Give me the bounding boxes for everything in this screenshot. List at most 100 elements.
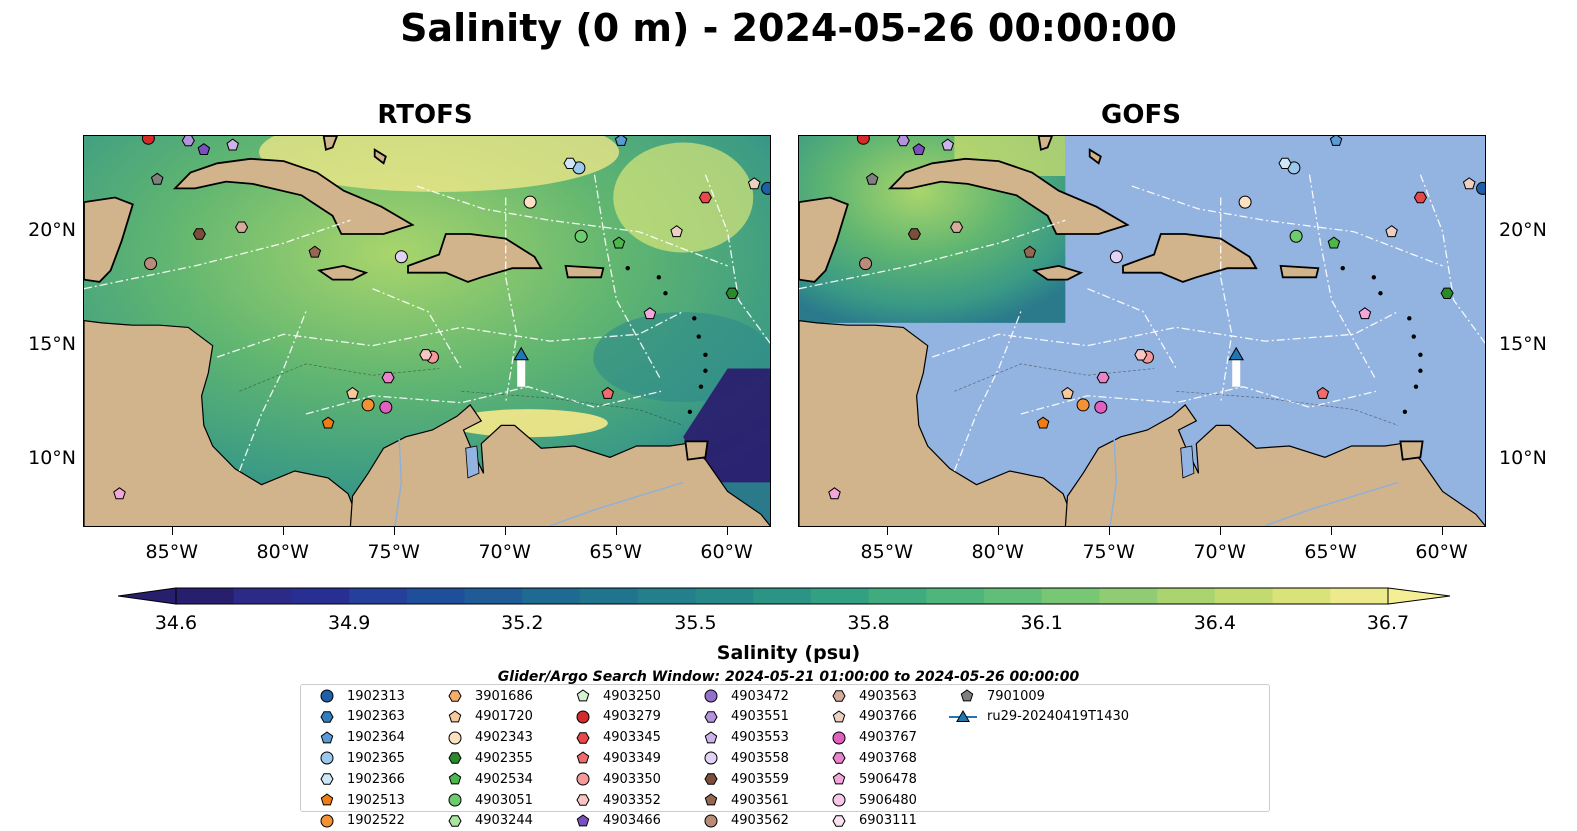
legend-marker-pentagon: [576, 751, 590, 764]
island: [698, 384, 704, 389]
legend-marker-pentagon: [832, 772, 846, 785]
legend-marker: [832, 772, 846, 785]
eez-boundary: [505, 197, 518, 403]
legend-label: 4903051: [475, 792, 533, 808]
colorbar-segment: [522, 588, 581, 604]
legend-item: 4902343: [437, 728, 533, 748]
legend-marker: [832, 793, 846, 807]
lake-maracaibo: [1180, 445, 1195, 479]
lon-tick-label: 75°W: [1082, 541, 1135, 563]
colorbar-segment: [1157, 588, 1216, 604]
colorbar-tick-label: 36.1: [1020, 612, 1063, 634]
rtofs-map[interactable]: [83, 135, 771, 527]
figure-title: Salinity (0 m) - 2024-05-26 00:00:00: [400, 6, 1177, 50]
argo-float-4903349: [601, 386, 615, 399]
colorbar-tick-label: 35.5: [674, 612, 717, 634]
land-trinidad: [1399, 440, 1424, 461]
colorbar-segment: [868, 588, 927, 604]
legend-marker: [960, 689, 974, 702]
land-jamaica: [1032, 264, 1084, 281]
argo-float-4903766: [747, 177, 761, 190]
argo-float-4903551: [896, 136, 910, 147]
tick-mark: [1330, 527, 1333, 535]
argo-float-4903559: [907, 228, 921, 240]
island: [696, 334, 701, 339]
eez-boundary: [593, 174, 662, 381]
land-yucatan: [799, 196, 849, 283]
rtofs-map-canvas: [84, 136, 770, 526]
lon-tick-label: 85°W: [145, 541, 198, 563]
legend-marker-hexagon: [576, 731, 590, 744]
argo-float-4903561: [1023, 245, 1037, 258]
legend-marker: [576, 794, 590, 806]
legend-marker-circle: [576, 710, 590, 724]
legend-label: 4903766: [859, 709, 917, 725]
land-jamaica: [317, 264, 369, 281]
eez-boundary: [416, 185, 728, 267]
legend-item: 4903766: [821, 707, 917, 727]
legend-item: 1902365: [309, 748, 405, 768]
legend-label: 1902513: [347, 792, 405, 808]
legend-marker: [576, 751, 590, 764]
island: [1371, 275, 1377, 280]
argo-float-1902522: [361, 398, 375, 412]
argo-float-4901720: [1061, 386, 1074, 399]
gofs-map[interactable]: [798, 135, 1486, 527]
legend-marker: [320, 730, 334, 743]
river: [394, 439, 403, 526]
legend: 1902313 1902363 1902364 1902365 1902366 19025…: [300, 684, 1270, 828]
legend-label: 4903279: [603, 709, 661, 725]
legend-label: 4903466: [603, 813, 661, 829]
legend-label: 4903345: [603, 730, 661, 746]
legend-item: 4903345: [565, 728, 661, 748]
lon-tick-label: 65°W: [1304, 541, 1357, 563]
legend-label: 7901009: [987, 688, 1045, 704]
land-central-am: [84, 319, 362, 526]
legend-item: 4903563: [821, 686, 917, 706]
legend-marker-hexagon: [704, 773, 718, 785]
lake-maracaibo: [465, 445, 480, 479]
island: [1418, 368, 1423, 373]
argo-float-4903766: [1462, 177, 1476, 190]
legend-item: 4903349: [565, 748, 661, 768]
legend-marker: [576, 710, 590, 724]
lon-tick-label: 65°W: [589, 541, 642, 563]
legend-marker-pentagon: [448, 772, 462, 785]
argo-float-7901009: [865, 172, 879, 185]
argo-float-4902343: [1238, 195, 1252, 209]
colorbar-frame: [175, 587, 1389, 605]
legend-item: 4903558: [693, 748, 789, 768]
legend-item: 4903472: [693, 686, 789, 706]
legend-item: 1902522: [309, 811, 405, 831]
legend-marker-hexagon: [448, 690, 462, 702]
legend-item: 4903562: [693, 811, 789, 831]
lat-tick-label: 15°N: [28, 332, 76, 355]
argo-float-4903553: [226, 138, 239, 151]
land-cuba: [887, 157, 1130, 235]
legend-label: 4903250: [603, 688, 661, 704]
legend-label: 5906480: [859, 792, 917, 808]
island: [692, 316, 697, 321]
legend-marker: [320, 711, 334, 723]
legend-marker: [576, 814, 590, 827]
legend-marker: [576, 772, 590, 786]
legend-marker: [576, 689, 590, 702]
argo-float-1902364: [614, 136, 628, 146]
argo-float-4903767: [1094, 400, 1108, 414]
lon-tick-label: 60°W: [700, 541, 753, 563]
land-yucatan: [84, 196, 134, 283]
eez-boundary: [953, 311, 1022, 472]
lat-tick-label: 10°N: [1499, 446, 1547, 469]
colorbar-segment: [926, 588, 985, 604]
legend-marker: [448, 793, 462, 807]
legend-item: 4902355: [437, 748, 533, 768]
legend-label: 1902363: [347, 709, 405, 725]
legend-label: 4903352: [603, 792, 661, 808]
legend-label: 4902534: [475, 771, 533, 787]
panel-title-rtofs: RTOFS: [377, 100, 473, 130]
island: [1413, 384, 1419, 389]
legend-item: 4901720: [437, 707, 533, 727]
legend-marker: [832, 815, 846, 827]
legend-item: 4903279: [565, 707, 661, 727]
legend-marker-hexagon: [704, 711, 718, 723]
